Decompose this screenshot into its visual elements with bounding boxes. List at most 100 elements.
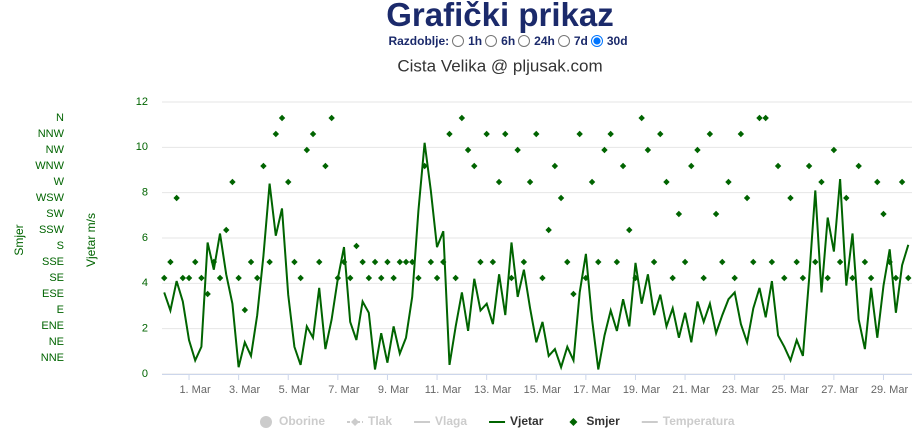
- period-option[interactable]: 30d: [606, 34, 628, 48]
- direction-point: [396, 258, 404, 266]
- legend-item[interactable]: Tlak: [347, 414, 392, 428]
- direction-point: [216, 274, 224, 282]
- legend-label: Temperatura: [663, 414, 735, 428]
- direction-point: [551, 162, 559, 170]
- direction-point: [297, 274, 304, 282]
- direction-point: [576, 130, 583, 138]
- direction-point: [706, 130, 714, 138]
- direction-point: [167, 258, 174, 266]
- direction-point: [192, 258, 199, 266]
- direction-point: [750, 258, 757, 266]
- x-tick-label: 9. Mar: [378, 384, 410, 396]
- direction-point: [886, 258, 893, 266]
- x-tick-label: 25. Mar: [772, 384, 810, 396]
- period-label: Razdoblje:: [388, 34, 450, 48]
- direction-point: [520, 258, 528, 266]
- direction-point: [210, 258, 218, 266]
- direction-point: [557, 194, 565, 202]
- period-radio[interactable]: [452, 35, 465, 47]
- direction-point: [588, 178, 596, 186]
- legend-item[interactable]: Smjer: [569, 414, 620, 428]
- x-tick-label: 17. Mar: [573, 384, 611, 396]
- direction-point: [334, 274, 342, 282]
- direction-point: [638, 114, 645, 122]
- direction-point: [712, 210, 720, 218]
- direction-point: [663, 178, 670, 186]
- period-option[interactable]: 1h: [468, 34, 483, 48]
- period-option[interactable]: 24h: [534, 34, 555, 48]
- legend-symbol: [569, 418, 578, 426]
- direction-point: [179, 274, 187, 282]
- direction-point: [452, 274, 459, 282]
- direction-point: [787, 194, 794, 202]
- period-radio[interactable]: [518, 35, 531, 47]
- direction-point: [898, 178, 906, 186]
- direction-point: [229, 178, 236, 186]
- direction-point: [365, 274, 373, 282]
- y-tick-label: 2: [142, 323, 148, 335]
- y2-tick-label: WNW: [35, 160, 64, 172]
- direction-point: [582, 274, 590, 282]
- direction-point: [849, 274, 856, 282]
- direction-point: [483, 130, 490, 138]
- legend-item[interactable]: Oborine: [260, 414, 325, 428]
- legend-symbol: [351, 418, 360, 426]
- y2-tick-label: N: [56, 112, 64, 124]
- y2-tick-label: NNW: [38, 128, 65, 140]
- x-tick-label: 15. Mar: [524, 384, 562, 396]
- period-option[interactable]: 6h: [501, 34, 516, 48]
- direction-point: [762, 114, 769, 122]
- direction-point: [477, 258, 484, 266]
- period-radio[interactable]: [557, 35, 570, 47]
- direction-point: [669, 274, 676, 282]
- y2-tick-label: SW: [46, 208, 64, 220]
- x-tick-label: 19. Mar: [623, 384, 661, 396]
- direction-point: [892, 274, 900, 282]
- period-radio[interactable]: [485, 35, 498, 47]
- y-tick-label: 12: [136, 96, 148, 108]
- legend-label: Tlak: [368, 414, 392, 428]
- direction-point: [415, 274, 422, 282]
- direction-point: [402, 258, 410, 266]
- direction-point: [874, 178, 881, 186]
- y2-tick-label: SE: [49, 272, 64, 284]
- direction-point: [471, 162, 478, 170]
- y2-axis-label: Smjer: [12, 224, 26, 255]
- direction-point: [781, 274, 788, 282]
- direction-point: [291, 258, 298, 266]
- direction-point: [185, 274, 193, 282]
- legend-item[interactable]: Vlaga: [414, 414, 467, 428]
- direction-point: [316, 258, 323, 266]
- x-tick-label: 27. Mar: [821, 384, 859, 396]
- legend-item[interactable]: Vjetar: [489, 414, 544, 428]
- x-tick-label: 13. Mar: [474, 384, 512, 396]
- direction-point: [650, 258, 658, 266]
- x-tick-label: 5. Mar: [279, 384, 311, 396]
- period-selector: Razdoblje: 1h 6h 24h 7d 30d: [0, 34, 916, 48]
- direction-point: [247, 258, 255, 266]
- direction-point: [278, 114, 286, 122]
- direction-point: [812, 258, 819, 266]
- direction-point: [756, 114, 763, 122]
- direction-point: [533, 130, 540, 138]
- direction-point: [347, 274, 354, 282]
- y2-tick-label: W: [54, 176, 65, 188]
- y2-tick-label: WSW: [36, 192, 65, 204]
- page-title: Grafički prikaz: [386, 0, 614, 33]
- chart-title: Cista Velika @ pljusak.com: [397, 56, 602, 75]
- direction-point: [564, 258, 571, 266]
- direction-point: [774, 162, 782, 170]
- y2-tick-label: E: [57, 304, 64, 316]
- period-option[interactable]: 7d: [573, 34, 588, 48]
- period-radio[interactable]: [590, 35, 603, 47]
- direction-point: [173, 194, 180, 202]
- direction-point: [880, 210, 887, 218]
- direction-point: [619, 162, 627, 170]
- x-tick-label: 21. Mar: [672, 384, 710, 396]
- direction-point: [855, 162, 862, 170]
- direction-point: [421, 162, 428, 170]
- direction-point: [719, 258, 726, 266]
- legend-item[interactable]: Temperatura: [641, 414, 735, 428]
- y-axis-label: Vjetar m/s: [84, 213, 98, 267]
- direction-point: [409, 258, 416, 266]
